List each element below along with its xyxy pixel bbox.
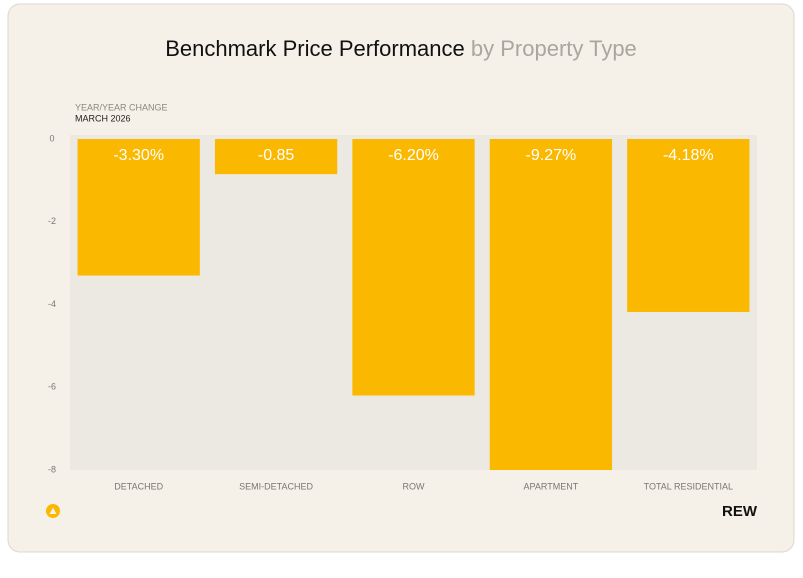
- value-label: -9.27%: [526, 147, 577, 164]
- bar: [352, 139, 475, 396]
- value-label: -0.85: [258, 147, 295, 164]
- y-tick-label: -8: [48, 464, 56, 474]
- bar: [214, 139, 338, 175]
- bar: [489, 139, 613, 470]
- chart-title: Benchmark Price Performance by Property …: [165, 36, 637, 61]
- bar: [627, 139, 750, 312]
- y-tick-label: 0: [49, 133, 54, 143]
- title-main: Benchmark Price Performance: [165, 36, 465, 61]
- bar: [77, 139, 200, 276]
- logo-icon-glyph: [49, 507, 57, 514]
- y-tick-label: -4: [48, 299, 56, 309]
- brand: REW: [722, 503, 758, 520]
- date: MARCH 2026: [75, 113, 131, 123]
- x-tick-label: ROW: [403, 481, 426, 491]
- x-tick-label: DETACHED: [114, 481, 163, 491]
- x-tick-label: APARTMENT: [524, 481, 579, 491]
- y-tick-label: -6: [48, 382, 56, 392]
- value-label: -3.30%: [113, 147, 164, 164]
- x-tick-label: TOTAL RESIDENTIAL: [644, 481, 733, 491]
- y-tick-label: -2: [48, 216, 56, 226]
- subtitle: YEAR/YEAR CHANGE: [75, 102, 168, 112]
- title-suffix: by Property Type: [471, 36, 637, 61]
- value-label: -4.18%: [663, 147, 714, 164]
- x-tick-label: SEMI-DETACHED: [239, 481, 313, 491]
- bars: [77, 139, 750, 470]
- value-label: -6.20%: [388, 147, 439, 164]
